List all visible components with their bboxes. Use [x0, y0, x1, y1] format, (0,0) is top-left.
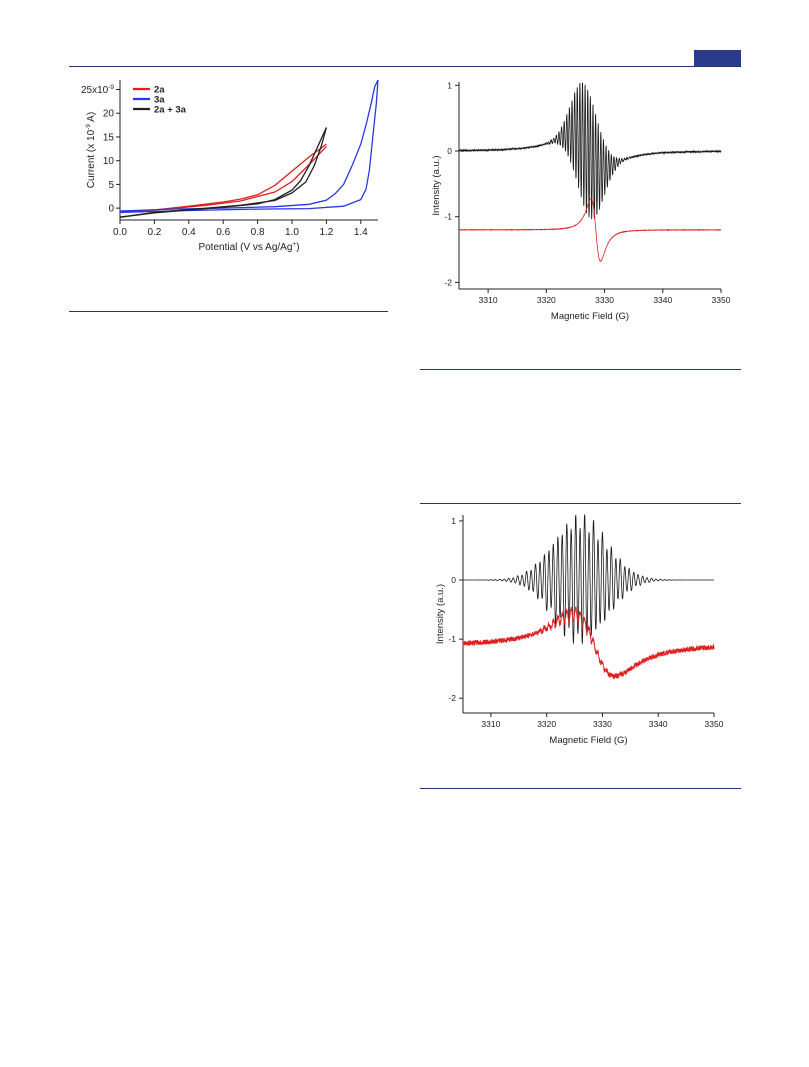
x-axis-label: Magnetic Field (G): [549, 735, 627, 746]
x-tick-label: 1.2: [319, 227, 333, 238]
y-axis-label: Current (x 10-9 A): [85, 112, 97, 188]
x-tick-label: 0.2: [147, 227, 161, 238]
legend-label: 2a + 3a: [154, 105, 187, 116]
x-tick-label: 3350: [712, 295, 731, 305]
x-tick-label: 1.0: [285, 227, 299, 238]
y-tick-label: 10: [103, 156, 115, 167]
y-tick-label: -1: [448, 634, 456, 644]
y-tick-label: 1: [447, 80, 452, 90]
series-3a: [119, 79, 379, 214]
epr-trace-black: [458, 82, 722, 220]
x-tick-label: 3320: [537, 295, 556, 305]
y-tick-label: 0: [108, 204, 114, 215]
x-tick-label: 3310: [479, 295, 498, 305]
y-tick-label: 1: [451, 516, 456, 526]
cv-forward-sweep: [119, 79, 379, 212]
y-axis-label: Intensity (a.u.): [431, 155, 442, 215]
y-tick-label: 20: [103, 109, 115, 120]
legend-label: 2a: [154, 85, 165, 96]
legend-label: 3a: [154, 95, 165, 106]
x-tick-label: 3350: [705, 719, 724, 729]
figure-2-bottom-rule: [420, 369, 741, 370]
x-tick-label: 0.0: [113, 227, 127, 238]
header-tab: [694, 50, 741, 66]
x-tick-label: 3340: [653, 295, 672, 305]
epr-trace-red: [458, 197, 722, 262]
x-tick-label: 3330: [595, 295, 614, 305]
header-rule: [69, 66, 741, 67]
x-tick-label: 3320: [537, 719, 556, 729]
y-tick-label: 0: [451, 575, 456, 585]
x-tick-label: 3310: [481, 719, 500, 729]
x-tick-label: 3340: [649, 719, 668, 729]
series-2a-3a: [119, 127, 328, 218]
x-tick-label: 0.6: [216, 227, 230, 238]
y-tick-label: 15: [103, 132, 115, 143]
figure-1-bottom-rule: [69, 311, 388, 312]
figure-3-top-rule: [420, 503, 741, 504]
y-tick-label: 0: [447, 146, 452, 156]
figure-3-bottom-rule: [420, 788, 741, 789]
y-tick-label: -2: [448, 693, 456, 703]
x-axis-label: Potential (V vs Ag/Ag+): [198, 241, 299, 253]
y-tick-label: 25x10-9: [81, 84, 114, 96]
cv-reverse-sweep: [119, 127, 328, 218]
x-tick-label: 0.8: [251, 227, 265, 238]
y-axis-label: Intensity (a.u.): [435, 584, 446, 644]
x-axis-label: Magnetic Field (G): [551, 311, 629, 322]
epr-trace-red: [462, 606, 715, 680]
x-tick-label: 1.4: [354, 227, 368, 238]
x-tick-label: 3330: [593, 719, 612, 729]
y-tick-label: 5: [108, 180, 114, 191]
y-tick-label: -1: [444, 212, 452, 222]
y-tick-label: -2: [444, 277, 452, 287]
cv-reverse-sweep: [119, 79, 379, 214]
epr-trace-black: [463, 514, 714, 645]
x-tick-label: 0.4: [182, 227, 196, 238]
